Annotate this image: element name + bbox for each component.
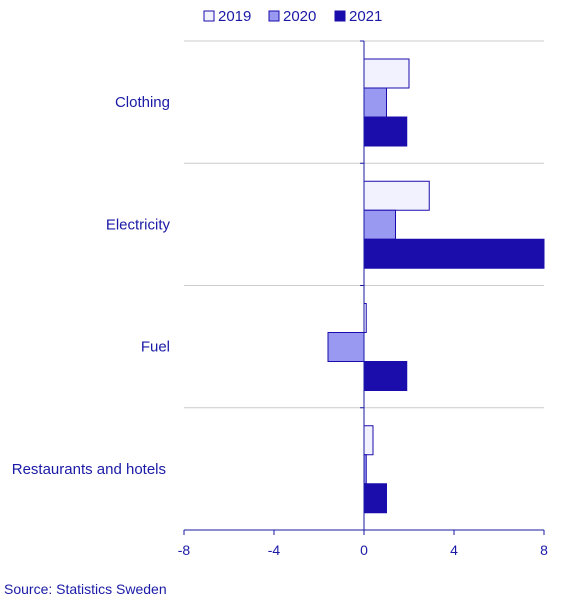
legend-label-2019: 2019 — [218, 8, 251, 25]
bar-2021-electricity — [363, 238, 545, 269]
category-label: Electricity — [106, 216, 171, 233]
bar-2019-clothing — [363, 58, 410, 89]
bar-2021-fuel — [363, 361, 408, 391]
category-label: Restaurants and hotels — [12, 461, 166, 478]
bar-2020-fuel — [327, 332, 365, 362]
x-tick-label: 4 — [450, 542, 458, 558]
legend-label-2020: 2020 — [283, 8, 316, 25]
x-tick-label: -8 — [178, 542, 191, 558]
legend-swatch-2020 — [268, 10, 280, 22]
bar-2021-restaurants-and-hotels — [363, 483, 387, 514]
x-tick-label: 0 — [360, 542, 368, 558]
source-note: Source: Statistics Sweden — [4, 581, 167, 597]
bar-2021-clothing — [363, 116, 408, 147]
x-tick-label: -4 — [268, 542, 281, 558]
bar-2019-electricity — [363, 180, 430, 211]
legend-swatch-2021 — [334, 10, 346, 22]
legend-swatch-2019 — [203, 10, 215, 22]
bar-2020-clothing — [363, 87, 387, 118]
category-label: Clothing — [115, 94, 170, 111]
bar-2020-electricity — [363, 209, 396, 240]
x-tick-label: 8 — [540, 542, 548, 558]
category-label: Fuel — [141, 339, 170, 356]
legend-label-2021: 2021 — [349, 8, 382, 25]
bar-2019-restaurants-and-hotels — [363, 425, 374, 456]
